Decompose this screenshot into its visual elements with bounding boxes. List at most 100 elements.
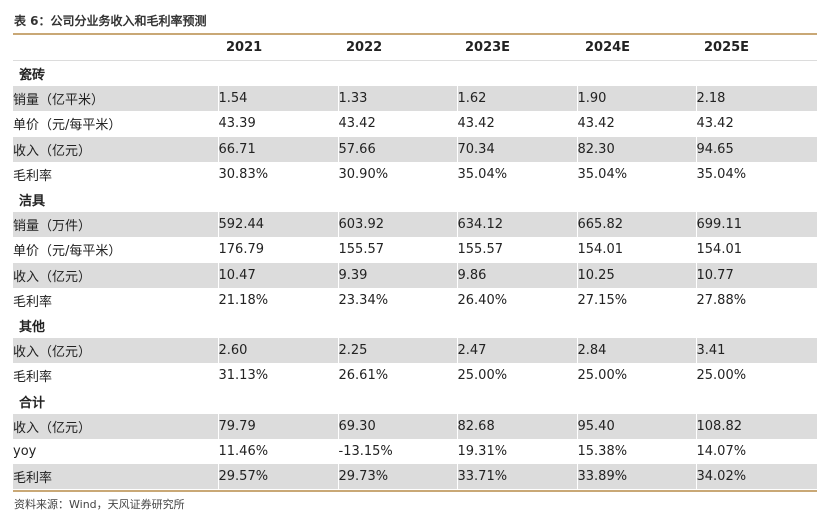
table-cell: 2.47 (456, 338, 577, 364)
table-cell: 43.42 (337, 111, 457, 137)
section-row: 洁具 (13, 187, 817, 212)
table-cell: 1.33 (337, 86, 457, 112)
table-cell: 25.00% (576, 363, 696, 389)
table-cell: 57.66 (337, 136, 457, 162)
table-cell: 176.79 (217, 237, 338, 263)
table-cell: 603.92 (337, 212, 457, 238)
table-row: 毛利率 31.13% 26.61% 25.00% 25.00% 25.00% (13, 363, 817, 389)
table-cell: 26.40% (456, 287, 577, 313)
table-cell: 14.07% (695, 438, 817, 464)
table-cell: 79.79 (217, 413, 338, 439)
table-cell: 2.25 (337, 338, 457, 364)
table-cell: 155.57 (456, 237, 577, 263)
table-cell: -13.15% (337, 438, 457, 464)
table-cell: 108.82 (695, 413, 817, 439)
table-cell: 35.04% (695, 161, 817, 187)
row-label: 销量（亿平米） (13, 86, 218, 112)
row-label: 收入（亿元） (13, 262, 218, 288)
table-body: 瓷砖销量（亿平米） 1.54 1.33 1.62 1.90 2.18 单价（元/每平米） 43… (13, 61, 817, 490)
table-cell: 66.71 (217, 136, 338, 162)
table-cell: 9.86 (456, 262, 577, 288)
table-cell: 43.42 (456, 111, 577, 137)
table-row: 收入（亿元） 2.60 2.25 2.47 2.84 3.41 (13, 338, 817, 364)
table-row: 销量（亿平米） 1.54 1.33 1.62 1.90 2.18 (13, 86, 817, 112)
table-row: yoy 11.46% -13.15% 19.31% 15.38% 14.07% (13, 438, 817, 464)
table-row: 销量（万件） 592.44 603.92 634.12 665.82 699.11 (13, 212, 817, 238)
row-label: 收入（亿元） (13, 338, 218, 364)
row-label: 销量（万件） (13, 212, 218, 238)
table-cell: 82.68 (456, 413, 577, 439)
row-label: 毛利率 (13, 464, 218, 490)
table-cell: 29.73% (337, 464, 457, 490)
row-label: yoy (13, 443, 37, 459)
table-cell: 155.57 (337, 237, 457, 263)
table-cell: 34.02% (695, 464, 817, 490)
table-cell: 9.39 (337, 262, 457, 288)
table-cell: 11.46% (217, 438, 338, 464)
table-cell: 592.44 (217, 212, 338, 238)
table-cell: 15.38% (576, 438, 696, 464)
section-row: 合计 (13, 388, 817, 413)
table-row: 毛利率 29.57% 29.73% 33.71% 33.89% 34.02% (13, 464, 817, 490)
table-cell: 19.31% (456, 438, 577, 464)
section-label: 瓷砖 (19, 68, 46, 84)
table-cell: 27.15% (576, 287, 696, 313)
table-row: 毛利率 30.83% 30.90% 35.04% 35.04% 35.04% (13, 161, 817, 187)
table-cell: 3.41 (695, 338, 817, 364)
table-row: 毛利率 21.18% 23.34% 26.40% 27.15% 27.88% (13, 287, 817, 313)
table-cell: 35.04% (456, 161, 577, 187)
column-header: 2022 (338, 35, 457, 61)
table-cell: 94.65 (695, 136, 817, 162)
row-label: 毛利率 (13, 294, 53, 310)
table-cell: 154.01 (576, 237, 696, 263)
table-cell: 154.01 (695, 237, 817, 263)
table-title: 表 6：公司分业务收入和毛利率预测 (14, 14, 207, 28)
table-cell: 43.39 (217, 111, 338, 137)
table-row: 收入（亿元） 79.79 69.30 82.68 95.40 108.82 (13, 413, 817, 439)
table-cell: 43.42 (695, 111, 817, 137)
table-row: 收入（亿元） 10.47 9.39 9.86 10.25 10.77 (13, 262, 817, 288)
row-label: 收入（亿元） (13, 413, 218, 439)
table-row: 收入（亿元） 66.71 57.66 70.34 82.30 94.65 (13, 136, 817, 162)
section-label: 其他 (19, 319, 46, 335)
table-cell: 43.42 (576, 111, 696, 137)
table-cell: 69.30 (337, 413, 457, 439)
table-cell: 26.61% (337, 363, 457, 389)
bottom-rule (13, 490, 817, 492)
row-label: 单价（元/每平米） (13, 118, 122, 134)
table-cell: 95.40 (576, 413, 696, 439)
row-label: 单价（元/每平米） (13, 244, 122, 260)
section-row: 瓷砖 (13, 61, 817, 87)
table-cell: 27.88% (695, 287, 817, 313)
column-header: 2025E (696, 35, 817, 61)
table-cell: 665.82 (576, 212, 696, 238)
table-cell: 70.34 (456, 136, 577, 162)
table-cell: 33.71% (456, 464, 577, 490)
table-cell: 30.90% (337, 161, 457, 187)
source-note: 资料来源：Wind，天风证券研究所 (14, 498, 185, 511)
section-label: 合计 (19, 395, 46, 411)
table-cell: 1.90 (576, 86, 696, 112)
table-row: 单价（元/每平米） 43.39 43.42 43.42 43.42 43.42 (13, 111, 817, 137)
forecast-table: 2021 2022 2023E 2024E 2025E 瓷砖 销量（亿平米） 1.5… (13, 35, 817, 490)
table-cell: 33.89% (576, 464, 696, 490)
row-label: 毛利率 (13, 168, 53, 184)
table-cell: 699.11 (695, 212, 817, 238)
table-cell: 10.25 (576, 262, 696, 288)
table-cell: 25.00% (695, 363, 817, 389)
table-cell: 2.18 (695, 86, 817, 112)
table-cell: 10.77 (695, 262, 817, 288)
section-label: 洁具 (19, 194, 46, 210)
table-cell: 35.04% (576, 161, 696, 187)
column-header: 2024E (577, 35, 696, 61)
table-cell: 1.62 (456, 86, 577, 112)
table-cell: 31.13% (217, 363, 338, 389)
row-label: 收入（亿元） (13, 136, 218, 162)
table-cell: 2.60 (217, 338, 338, 364)
table-cell: 30.83% (217, 161, 338, 187)
table-cell: 1.54 (217, 86, 338, 112)
row-label: 毛利率 (13, 370, 53, 386)
column-header: 2023E (457, 35, 577, 61)
table-cell: 82.30 (576, 136, 696, 162)
